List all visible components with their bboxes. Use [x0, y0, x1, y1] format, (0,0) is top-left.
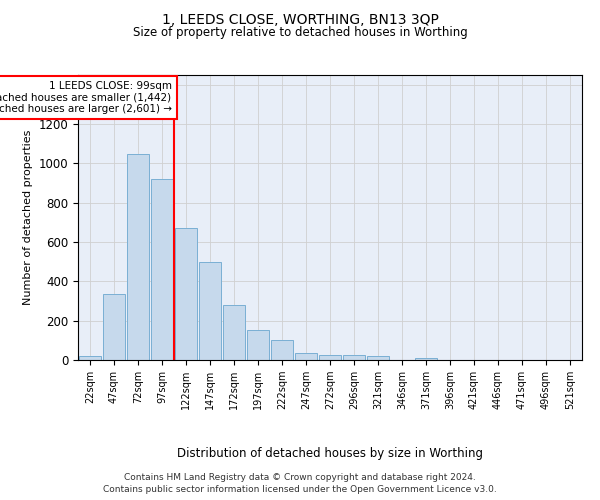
Text: 1 LEEDS CLOSE: 99sqm
← 35% of detached houses are smaller (1,442)
64% of semi-de: 1 LEEDS CLOSE: 99sqm ← 35% of detached h… — [0, 81, 172, 114]
Bar — [295, 352, 317, 360]
Bar — [79, 356, 101, 360]
Bar — [151, 179, 173, 360]
Bar — [319, 355, 341, 360]
Bar — [415, 358, 437, 360]
Bar — [247, 330, 269, 360]
Text: Size of property relative to detached houses in Worthing: Size of property relative to detached ho… — [133, 26, 467, 39]
Bar — [127, 154, 149, 360]
Text: 1, LEEDS CLOSE, WORTHING, BN13 3QP: 1, LEEDS CLOSE, WORTHING, BN13 3QP — [161, 12, 439, 26]
Bar — [103, 294, 125, 360]
Text: Distribution of detached houses by size in Worthing: Distribution of detached houses by size … — [177, 448, 483, 460]
Bar — [175, 228, 197, 360]
Text: Contains public sector information licensed under the Open Government Licence v3: Contains public sector information licen… — [103, 485, 497, 494]
Bar — [367, 356, 389, 360]
Bar — [271, 340, 293, 360]
Text: Contains HM Land Registry data © Crown copyright and database right 2024.: Contains HM Land Registry data © Crown c… — [124, 472, 476, 482]
Bar — [223, 306, 245, 360]
Y-axis label: Number of detached properties: Number of detached properties — [23, 130, 33, 305]
Bar — [199, 262, 221, 360]
Bar — [343, 355, 365, 360]
